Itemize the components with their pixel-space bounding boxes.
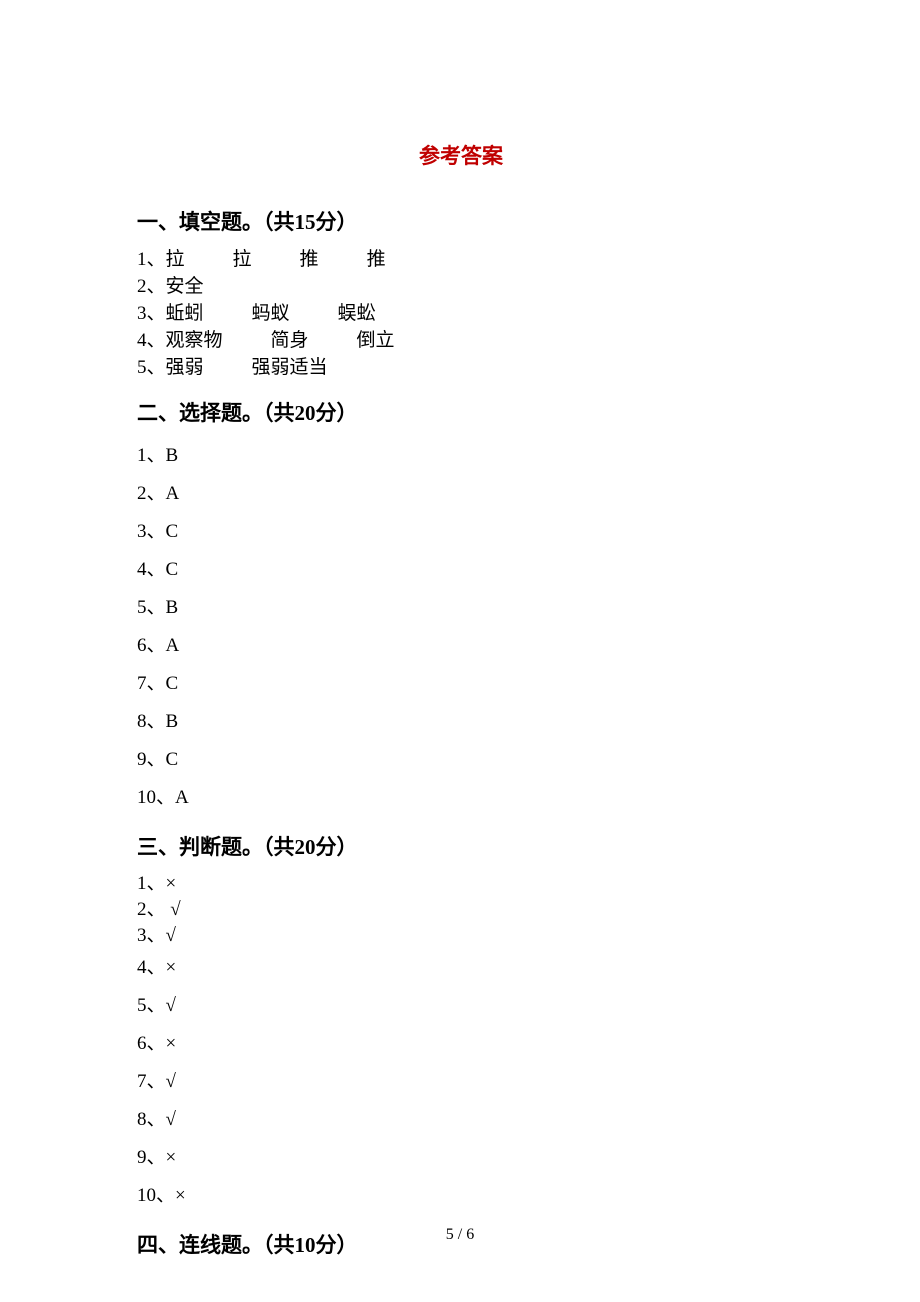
answer-part: 简身 — [271, 330, 309, 351]
answer-num: 5、 — [137, 597, 166, 618]
section-multiple-choice: 二、选择题。（共20分） 1、B 2、A 3、C 4、C 5、B 6、A 7、C… — [137, 397, 785, 817]
answer-3-2: 2、 √ — [137, 897, 785, 923]
answer-num: 2、 — [137, 899, 166, 920]
section-fill-blank: 一、填空题。（共15分） 1、拉拉推推 2、安全 3、蚯蚓蚂蚁蜈蚣 4、观察物简… — [137, 206, 785, 381]
answer-val: √ — [166, 1071, 176, 1092]
section-3-header: 三、判断题。（共20分） — [137, 831, 785, 861]
answer-num: 3、 — [137, 925, 166, 946]
answer-num: 6、 — [137, 1033, 166, 1054]
answer-val: × — [166, 1147, 177, 1168]
answer-2-1: 1、B — [137, 437, 785, 475]
answer-num: 1、 — [137, 445, 166, 466]
section-1-header: 一、填空题。（共15分） — [137, 206, 785, 236]
answer-num: 3、 — [137, 303, 166, 324]
answer-3-7: 7、√ — [137, 1063, 785, 1101]
answer-num: 8、 — [137, 1109, 166, 1130]
answer-num: 5、 — [137, 995, 166, 1016]
answer-num: 2、 — [137, 483, 166, 504]
answer-val: × — [175, 1185, 186, 1206]
answer-val: C — [166, 673, 179, 694]
answer-1-1: 1、拉拉推推 — [137, 246, 785, 273]
answer-part: 蚯蚓 — [166, 303, 204, 324]
answer-3-8: 8、√ — [137, 1101, 785, 1139]
answer-val: B — [166, 445, 179, 466]
answer-num: 7、 — [137, 1071, 166, 1092]
answer-3-3: 3、√ — [137, 923, 785, 949]
answer-3-6: 6、× — [137, 1025, 785, 1063]
answer-part: 推 — [367, 249, 386, 270]
answer-val: A — [166, 635, 180, 656]
answer-num: 9、 — [137, 749, 166, 770]
answer-val: B — [166, 711, 179, 732]
answer-3-1: 1、× — [137, 871, 785, 897]
answer-part: 拉 — [166, 249, 185, 270]
answer-1-2: 2、安全 — [137, 273, 785, 300]
answer-val: √ — [166, 1109, 176, 1130]
answer-val: A — [166, 483, 180, 504]
answer-num: 9、 — [137, 1147, 166, 1168]
answer-num: 4、 — [137, 559, 166, 580]
answer-val: √ — [166, 995, 176, 1016]
answer-num: 1、 — [137, 873, 166, 894]
answer-3-9: 9、× — [137, 1139, 785, 1177]
answer-part: 观察物 — [166, 330, 223, 351]
answer-val: C — [166, 559, 179, 580]
answer-2-9: 9、C — [137, 741, 785, 779]
answer-val: B — [166, 597, 179, 618]
answer-val: C — [166, 749, 179, 770]
answer-num: 10、 — [137, 1185, 175, 1206]
answer-part: 蚂蚁 — [252, 303, 290, 324]
answer-part: 蜈蚣 — [338, 303, 376, 324]
section-2-header: 二、选择题。（共20分） — [137, 397, 785, 427]
answer-num: 4、 — [137, 330, 166, 351]
answer-num: 8、 — [137, 711, 166, 732]
answer-3-4: 4、× — [137, 949, 785, 987]
answer-2-7: 7、C — [137, 665, 785, 703]
answer-1-3: 3、蚯蚓 蚂蚁 蜈蚣 — [137, 300, 785, 327]
section-true-false: 三、判断题。（共20分） 1、× 2、 √ 3、√ 4、× 5、√ 6、× 7、… — [137, 831, 785, 1215]
answer-num: 2、 — [137, 276, 166, 297]
answer-num: 7、 — [137, 673, 166, 694]
answer-part: 安全 — [166, 276, 204, 297]
answer-2-6: 6、A — [137, 627, 785, 665]
answer-2-8: 8、B — [137, 703, 785, 741]
answer-part: 强弱 — [166, 357, 204, 378]
answer-num: 4、 — [137, 957, 166, 978]
answer-num: 10、 — [137, 787, 175, 808]
answer-num: 6、 — [137, 635, 166, 656]
answer-val: √ — [166, 899, 181, 920]
answer-2-5: 5、B — [137, 589, 785, 627]
answer-val: × — [166, 873, 177, 894]
answer-num: 5、 — [137, 357, 166, 378]
answer-num: 1、 — [137, 249, 166, 270]
answer-2-10: 10、A — [137, 779, 785, 817]
answer-1-5: 5、强弱 强弱适当 — [137, 354, 785, 381]
answer-num: 3、 — [137, 521, 166, 542]
answer-2-4: 4、C — [137, 551, 785, 589]
answer-part: 拉 — [233, 249, 252, 270]
page-number: 5 / 6 — [0, 1226, 920, 1244]
answer-val: A — [175, 787, 189, 808]
answer-val: C — [166, 521, 179, 542]
answer-part: 推 — [300, 249, 319, 270]
answer-2-3: 3、C — [137, 513, 785, 551]
answer-part: 强弱适当 — [252, 357, 328, 378]
answer-3-5: 5、√ — [137, 987, 785, 1025]
answer-1-4: 4、观察物 简身 倒立 — [137, 327, 785, 354]
answer-val: × — [166, 1033, 177, 1054]
answer-2-2: 2、A — [137, 475, 785, 513]
answer-3-10: 10、× — [137, 1177, 785, 1215]
answer-part: 倒立 — [357, 330, 395, 351]
page-title: 参考答案 — [137, 140, 785, 170]
answer-val: √ — [166, 925, 176, 946]
answer-val: × — [166, 957, 177, 978]
